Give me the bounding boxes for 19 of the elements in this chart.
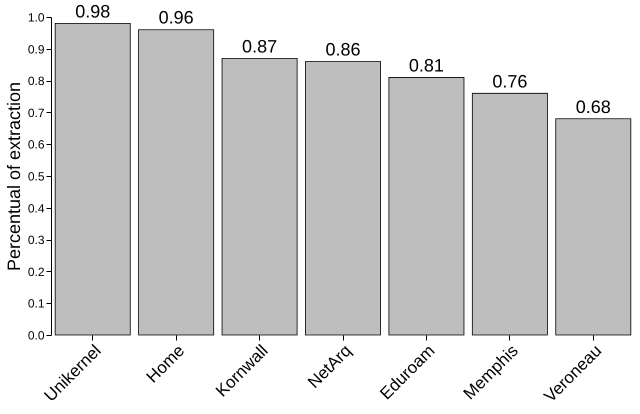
y-tick-label: 0.7 [28,106,45,120]
y-tick-label: 0.2 [28,264,45,279]
data-label: 0.81 [408,55,444,76]
y-tick-label: 0.1 [28,296,45,311]
data-label: 0.76 [492,71,528,92]
y-tick-label: 0.3 [28,233,45,248]
data-label: 0.68 [576,96,611,117]
y-tick-label: 0.4 [28,201,45,216]
y-tick-label: 0.0 [28,328,45,342]
y-axis-title: Percentual of extraction [4,82,24,272]
data-label: 0.96 [158,8,194,28]
y-tick-label: 1.0 [28,10,45,24]
y-tick-label: 0.5 [28,170,45,184]
data-label: 0.98 [75,1,110,22]
data-label: 0.87 [242,36,278,56]
y-tick-label: 0.9 [28,42,45,56]
y-tick-label: 0.6 [28,138,45,152]
y-tick-label: 0.8 [28,74,45,88]
data-label: 0.86 [325,40,361,60]
